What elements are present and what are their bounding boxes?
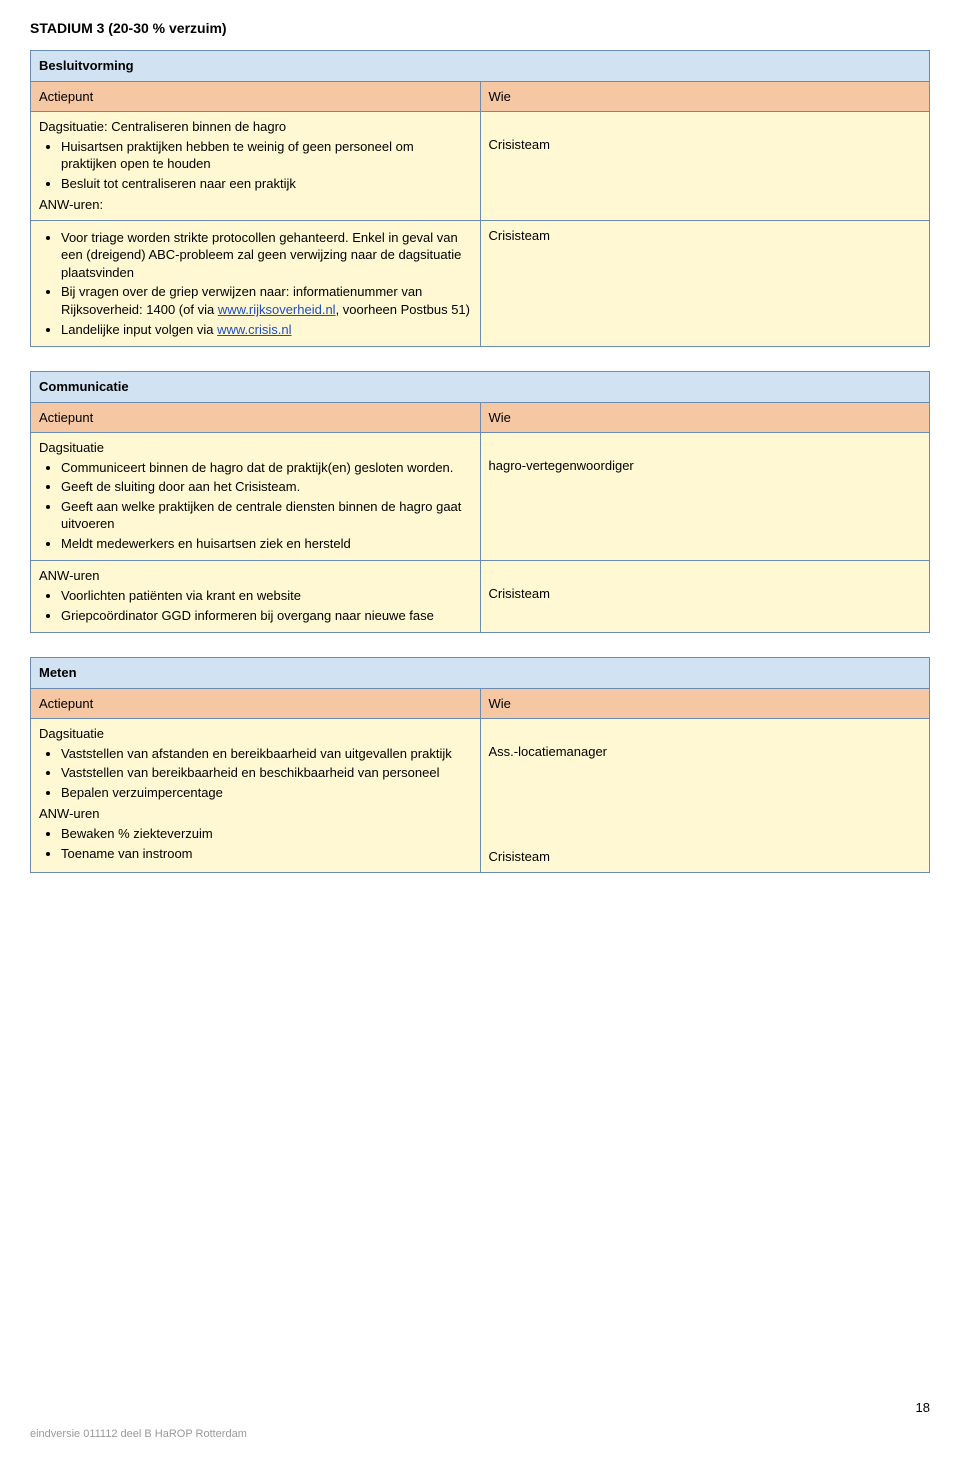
list-item: Besluit tot centraliseren naar een prakt… — [61, 175, 472, 193]
col-header-actiepunt: Actiepunt — [31, 81, 481, 112]
section-heading: Besluitvorming — [31, 51, 930, 82]
who-value: Crisisteam — [489, 137, 550, 152]
table-cell: hagro-vertegenwoordiger — [480, 433, 930, 561]
link-crisis[interactable]: www.crisis.nl — [217, 322, 291, 337]
table-cell: Crisisteam — [480, 112, 930, 221]
table-meten: Meten Actiepunt Wie Dagsituatie Vaststel… — [30, 657, 930, 872]
section-heading: Meten — [31, 658, 930, 689]
cell-subhead: ANW-uren — [39, 805, 472, 823]
table-cell: Dagsituatie: Centraliseren binnen de hag… — [31, 112, 481, 221]
list-item: Huisartsen praktijken hebben te weinig o… — [61, 138, 472, 173]
list-item: Voor triage worden strikte protocollen g… — [61, 229, 472, 282]
link-rijksoverheid[interactable]: www.rijksoverheid.nl — [218, 302, 336, 317]
list-item: Griepcoördinator GGD informeren bij over… — [61, 607, 472, 625]
table-cell: Dagsituatie Communiceert binnen de hagro… — [31, 433, 481, 561]
page-title: STADIUM 3 (20-30 % verzuim) — [30, 20, 930, 36]
cell-intro: Dagsituatie — [39, 725, 472, 743]
table-cell: ANW-uren Voorlichten patiënten via krant… — [31, 561, 481, 633]
col-header-actiepunt: Actiepunt — [31, 402, 481, 433]
section-heading: Communicatie — [31, 372, 930, 403]
who-value: hagro-vertegenwoordiger — [489, 458, 634, 473]
list-item: Communiceert binnen de hagro dat de prak… — [61, 459, 472, 477]
list-item: Bepalen verzuimpercentage — [61, 784, 472, 802]
table-communicatie: Communicatie Actiepunt Wie Dagsituatie C… — [30, 371, 930, 633]
who-value: Crisisteam — [489, 586, 550, 601]
list-item: Landelijke input volgen via www.crisis.n… — [61, 321, 472, 339]
list-item: Toename van instroom — [61, 845, 472, 863]
who-value: Ass.-locatiemanager — [489, 743, 922, 761]
list-item: Meldt medewerkers en huisartsen ziek en … — [61, 535, 472, 553]
cell-intro: Dagsituatie: Centraliseren binnen de hag… — [39, 118, 472, 136]
table-cell: Voor triage worden strikte protocollen g… — [31, 220, 481, 346]
list-item: Bewaken % ziekteverzuim — [61, 825, 472, 843]
cell-intro: ANW-uren — [39, 567, 472, 585]
list-item: Bij vragen over de griep verwijzen naar:… — [61, 283, 472, 318]
col-header-wie: Wie — [480, 81, 930, 112]
cell-subhead: ANW-uren: — [39, 196, 472, 214]
table-cell: Crisisteam — [480, 220, 930, 346]
list-item: Voorlichten patiënten via krant en websi… — [61, 587, 472, 605]
cell-intro: Dagsituatie — [39, 439, 472, 457]
table-cell: Dagsituatie Vaststellen van afstanden en… — [31, 719, 481, 872]
col-header-wie: Wie — [480, 688, 930, 719]
list-item: Vaststellen van bereikbaarheid en beschi… — [61, 764, 472, 782]
col-header-wie: Wie — [480, 402, 930, 433]
col-header-actiepunt: Actiepunt — [31, 688, 481, 719]
list-item: Geeft de sluiting door aan het Crisistea… — [61, 478, 472, 496]
list-item: Geeft aan welke praktijken de centrale d… — [61, 498, 472, 533]
list-item: Vaststellen van afstanden en bereikbaarh… — [61, 745, 472, 763]
table-cell: Crisisteam — [480, 561, 930, 633]
page-number: 18 — [916, 1400, 930, 1415]
table-besluitvorming: Besluitvorming Actiepunt Wie Dagsituatie… — [30, 50, 930, 347]
table-cell: Ass.-locatiemanager Crisisteam — [480, 719, 930, 872]
footer-text: eindversie 011112 deel B HaROP Rotterdam — [30, 1428, 930, 1440]
who-value: Crisisteam — [489, 848, 922, 866]
